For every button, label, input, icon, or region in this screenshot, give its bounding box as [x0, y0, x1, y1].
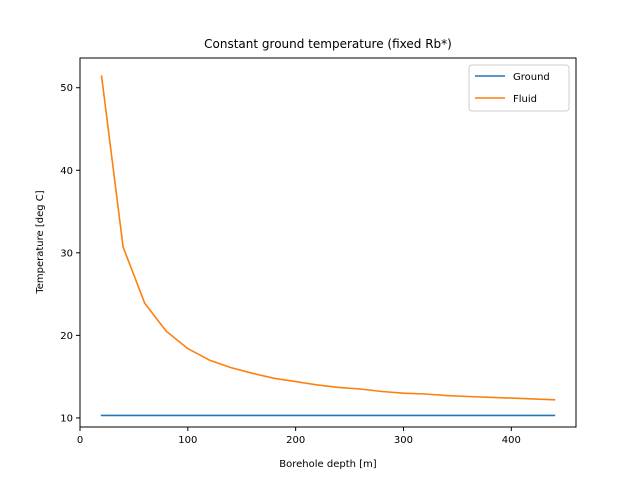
x-tick-label: 0 — [77, 435, 83, 446]
x-tick-label: 300 — [394, 435, 413, 446]
y-tick-label: 40 — [60, 166, 73, 177]
plot-area — [100, 75, 556, 417]
legend: Ground Fluid — [468, 64, 570, 112]
x-tick-label: 100 — [178, 435, 197, 446]
y-axis-label: Temperature [deg C] — [35, 190, 46, 294]
y-tick-label: 20 — [60, 331, 73, 342]
x-axis-label: Borehole depth [m] — [279, 459, 377, 470]
y-tick-label: 50 — [60, 83, 73, 94]
chart-title: Constant ground temperature (fixed Rb*) — [204, 37, 452, 51]
axis-ticks: 0 100 200 300 400 10 20 30 40 50 — [60, 83, 521, 446]
legend-label-ground: Ground — [513, 72, 550, 83]
y-tick-label: 30 — [60, 248, 73, 259]
y-tick-label: 10 — [60, 413, 73, 424]
x-tick-label: 400 — [502, 435, 521, 446]
axes-frame — [79, 57, 577, 428]
legend-label-fluid: Fluid — [513, 94, 537, 105]
series-line-fluid — [100, 75, 556, 401]
x-tick-label: 200 — [286, 435, 305, 446]
